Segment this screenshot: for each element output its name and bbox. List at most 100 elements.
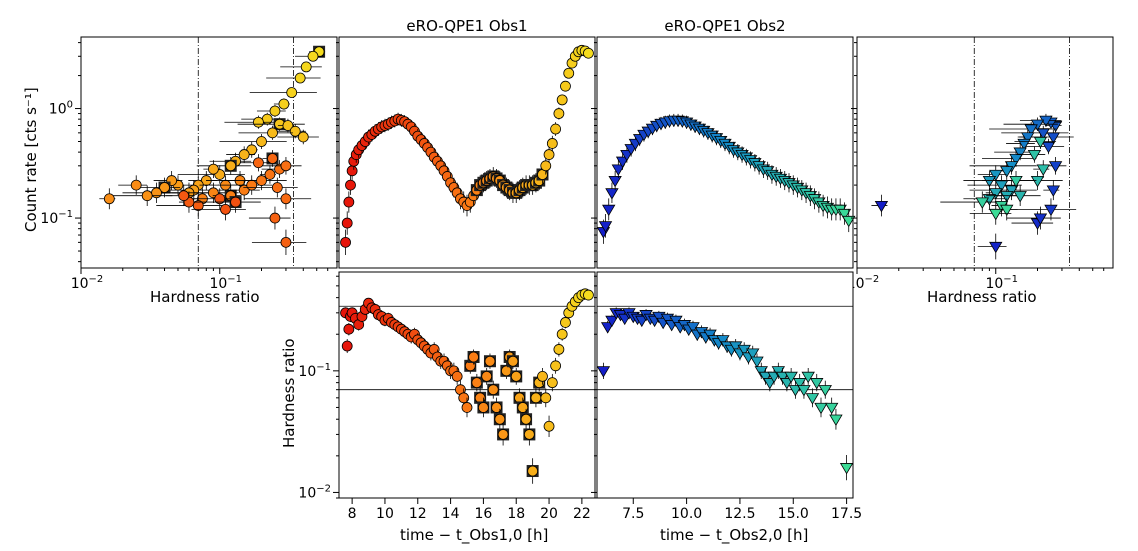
data-point (491, 402, 502, 413)
data-point (214, 193, 226, 205)
data-point (225, 160, 237, 172)
data-point (556, 94, 568, 106)
data-point (989, 188, 1003, 200)
panel-frame (596, 271, 854, 499)
data-point (1033, 213, 1048, 225)
tick-label: 10−2 (71, 274, 104, 292)
data-point (1048, 161, 1063, 173)
data-point (788, 385, 803, 397)
data-point (540, 392, 552, 404)
data-points (596, 113, 856, 244)
data-point (517, 402, 529, 413)
panel-frame (338, 36, 596, 269)
xlabel-time-obs1: time − t_Obs1,0 [h] (400, 526, 549, 544)
panel-2 (333, 36, 596, 269)
data-point (615, 156, 630, 169)
data-point (192, 200, 204, 211)
data-point (810, 378, 824, 390)
data-point (560, 80, 571, 92)
data-point (1033, 136, 1048, 149)
data-point (280, 160, 292, 172)
data-point (596, 366, 611, 378)
ylabel-hardness-ratio: Hardness ratio (280, 338, 298, 448)
data-point (286, 87, 298, 98)
data-point (797, 385, 811, 397)
data-point (703, 329, 717, 342)
tick-label: 10.0 (671, 506, 702, 522)
data-point (553, 344, 565, 355)
data-point (253, 116, 264, 128)
data-point (583, 289, 594, 301)
tick-label: 17.5 (831, 506, 862, 522)
data-point (550, 360, 562, 372)
data-point (1041, 141, 1056, 154)
data-point (775, 371, 790, 384)
data-points (99, 45, 326, 256)
data-point (600, 322, 615, 334)
data-point (523, 429, 535, 440)
data-point (264, 169, 276, 180)
data-point (814, 402, 828, 415)
data-point (289, 125, 301, 137)
data-point (343, 196, 355, 208)
data-point (343, 323, 355, 335)
data-point (487, 384, 499, 396)
panel-6: 7.5 10.0 12.5 15.0 17.5 (591, 271, 862, 522)
data-point (300, 61, 312, 73)
data-point (500, 365, 512, 377)
data-point (282, 120, 294, 131)
data-point (1009, 175, 1023, 188)
data-point (1004, 185, 1019, 197)
data-point (468, 351, 479, 363)
tick-label: 12.5 (724, 506, 755, 522)
data-point (256, 175, 267, 186)
ylabel-count-rate: Count rate [cts s⁻¹] (22, 87, 40, 232)
data-point (484, 355, 496, 367)
data-point (1027, 149, 1042, 162)
tick-label: 10−2 (298, 483, 331, 501)
ticks (333, 42, 339, 263)
data-point (481, 371, 493, 382)
ticks (75, 42, 329, 274)
data-point (478, 402, 489, 413)
ticks (591, 42, 597, 263)
data-point (556, 328, 568, 340)
panel-frame (80, 36, 338, 269)
data-points (340, 288, 594, 484)
data-point (842, 215, 856, 228)
data-point (792, 378, 807, 390)
data-point (280, 236, 292, 248)
tick-label: 10−1 (40, 209, 73, 227)
data-points (340, 44, 594, 256)
tick-label: 10 (376, 506, 394, 522)
data-point (246, 179, 258, 191)
data-points (596, 307, 854, 481)
data-point (784, 371, 798, 384)
data-point (269, 105, 281, 117)
data-point (1000, 191, 1014, 203)
title-obs1: eRO-QPE1 Obs1 (406, 17, 528, 35)
data-point (1036, 164, 1050, 176)
data-point (563, 67, 575, 79)
data-points (871, 113, 1077, 260)
data-point (341, 217, 353, 229)
data-point (1000, 204, 1014, 217)
data-point (874, 200, 889, 213)
data-point (307, 50, 319, 62)
data-point (346, 165, 358, 177)
data-point (220, 203, 231, 215)
data-point (530, 392, 542, 404)
data-point (280, 193, 292, 205)
data-point (771, 366, 786, 378)
data-point (1009, 153, 1023, 166)
data-point (550, 123, 562, 135)
data-point (989, 241, 1003, 254)
data-point (267, 127, 278, 139)
data-point (608, 175, 622, 188)
data-point (546, 377, 558, 389)
data-point (458, 392, 470, 404)
data-point (598, 221, 613, 233)
data-point (1021, 132, 1035, 144)
